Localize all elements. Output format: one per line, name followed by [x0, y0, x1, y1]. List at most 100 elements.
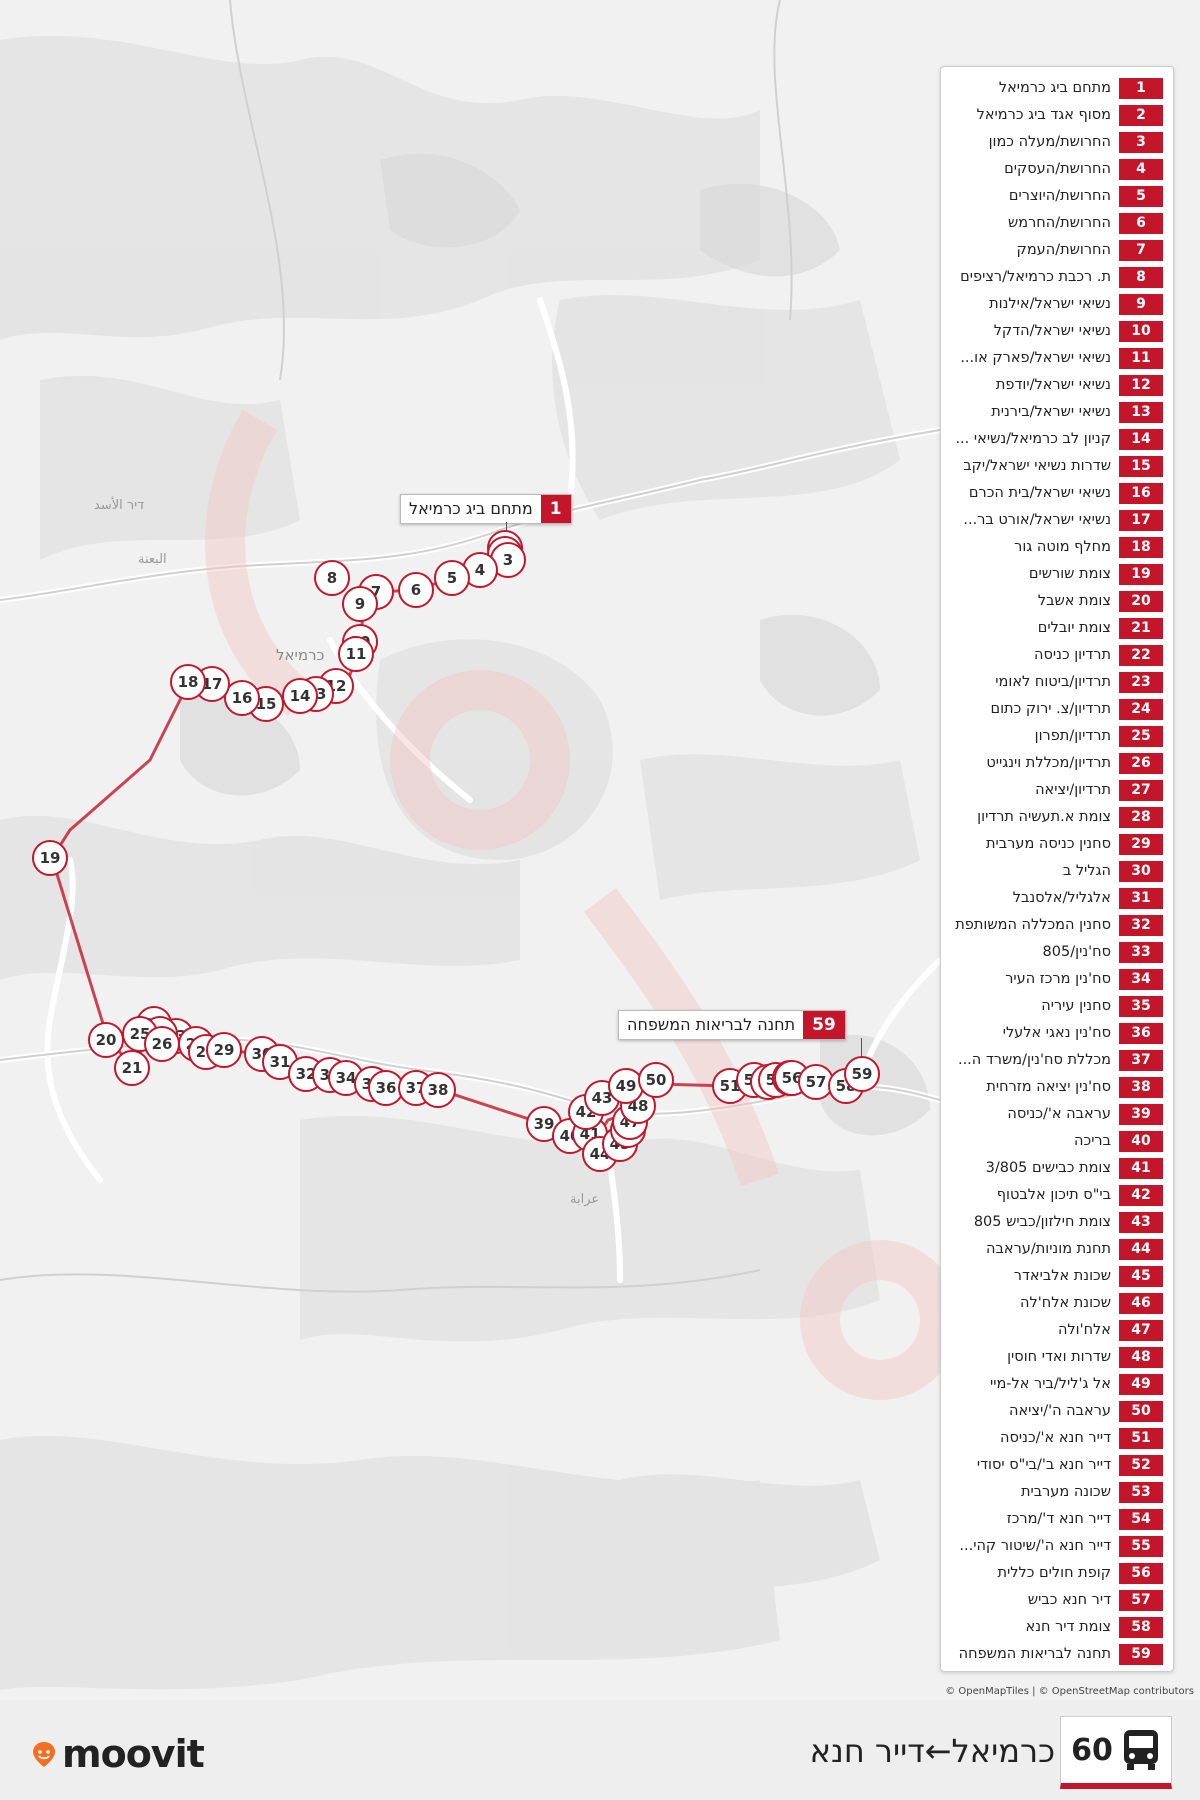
legend-row[interactable]: 9 נשיאי ישראל/אילנות	[941, 290, 1173, 317]
legend-row[interactable]: 28 צומת א.תעשיה תרדיון	[941, 803, 1173, 830]
moovit-logo[interactable]: moovit	[30, 1732, 205, 1776]
legend-row[interactable]: 46 שכונת אלח'לה	[941, 1289, 1173, 1316]
legend-row[interactable]: 48 שדרות ואדי חוסין	[941, 1343, 1173, 1370]
legend-row[interactable]: 18 מחלף מוטה גור	[941, 533, 1173, 560]
legend-row[interactable]: 45 שכונת אלביאדר	[941, 1262, 1173, 1289]
legend-row[interactable]: 37 מכללת סח'נין/משרד ה...	[941, 1046, 1173, 1073]
legend-row[interactable]: 2 מסוף אגד ביג כרמיאל	[941, 101, 1173, 128]
stop-marker[interactable]: 50	[638, 1062, 674, 1098]
stop-marker[interactable]: 6	[398, 572, 434, 608]
legend-stop-number: 34	[1119, 969, 1163, 990]
legend-row[interactable]: 59 תחנה לבריאות המשפחה	[941, 1640, 1173, 1667]
legend-row[interactable]: 25 תרדיון/תפרון	[941, 722, 1173, 749]
legend-row[interactable]: 58 צומת דיר חנא	[941, 1613, 1173, 1640]
legend-stop-number: 11	[1119, 348, 1163, 369]
legend-row[interactable]: 42 בי"ס תיכון אלבטוף	[941, 1181, 1173, 1208]
legend-row[interactable]: 5 החרושת/היוצרים	[941, 182, 1173, 209]
stop-marker[interactable]: 59	[844, 1056, 880, 1092]
legend-row[interactable]: 26 תרדיון/מכללת וינגייט	[941, 749, 1173, 776]
stop-marker[interactable]: 11	[338, 636, 374, 672]
legend-row[interactable]: 6 החרושת/החרמש	[941, 209, 1173, 236]
stop-callout-1[interactable]: 1 מתחם ביג כרמיאל	[400, 494, 572, 524]
legend-row[interactable]: 30 הגליל ב	[941, 857, 1173, 884]
legend-stop-number: 1	[1119, 78, 1163, 99]
legend-row[interactable]: 39 עראבה א'/כניסה	[941, 1100, 1173, 1127]
legend-row[interactable]: 11 נשיאי ישראל/פארק או...	[941, 344, 1173, 371]
legend-row[interactable]: 43 צומת חילזון/כביש 805	[941, 1208, 1173, 1235]
legend-row[interactable]: 1 מתחם ביג כרמיאל	[941, 74, 1173, 101]
legend-stop-name: צומת שורשים	[1028, 566, 1111, 582]
map-attribution[interactable]: © OpenMapTiles | © OpenStreetMap contrib…	[945, 1686, 1194, 1697]
stop-callout-59[interactable]: 59 תחנה לבריאות המשפחה	[618, 1010, 846, 1040]
legend-stop-name: צומת א.תעשיה תרדיון	[977, 809, 1111, 825]
callout-name: תחנה לבריאות המשפחה	[627, 1015, 796, 1034]
legend-stop-number: 21	[1119, 618, 1163, 639]
legend-stop-number: 55	[1119, 1536, 1163, 1557]
legend-row[interactable]: 22 תרדיון כניסה	[941, 641, 1173, 668]
legend-row[interactable]: 20 צומת אשבל	[941, 587, 1173, 614]
stop-marker[interactable]: 21	[114, 1050, 150, 1086]
stop-marker[interactable]: 16	[224, 680, 260, 716]
legend-row[interactable]: 10 נשיאי ישראל/הדקל	[941, 317, 1173, 344]
legend-row[interactable]: 16 נשיאי ישראל/בית הכרם	[941, 479, 1173, 506]
legend-row[interactable]: 17 נשיאי ישראל/אורט בר...	[941, 506, 1173, 533]
legend-row[interactable]: 53 שכונה מערבית	[941, 1478, 1173, 1505]
stop-marker[interactable]: 20	[88, 1022, 124, 1058]
legend-row[interactable]: 7 החרושת/העמק	[941, 236, 1173, 263]
legend-row[interactable]: 13 נשיאי ישראל/בירנית	[941, 398, 1173, 425]
legend-stop-name: צומת כבישים 3/805	[985, 1160, 1111, 1176]
legend-row[interactable]: 15 שדרות נשיאי ישראל/יקב	[941, 452, 1173, 479]
legend-stop-name: מסוף אגד ביג כרמיאל	[976, 107, 1111, 123]
legend-row[interactable]: 52 דייר חנא ב'/בי"ס יסודי	[941, 1451, 1173, 1478]
stop-marker[interactable]: 8	[314, 560, 350, 596]
legend-row[interactable]: 36 סח'נין נאגי אלעלי	[941, 1019, 1173, 1046]
stop-marker[interactable]: 38	[420, 1072, 456, 1108]
legend-stop-name: קניון לב כרמיאל/נשיאי ...	[955, 431, 1111, 447]
legend-row[interactable]: 51 דייר חנא א'/כניסה	[941, 1424, 1173, 1451]
legend-row[interactable]: 40 בריכה	[941, 1127, 1173, 1154]
legend-row[interactable]: 54 דייר חנא ד'/מרכז	[941, 1505, 1173, 1532]
legend-row[interactable]: 33 סח'נין/805	[941, 938, 1173, 965]
callout-number: 1	[540, 495, 571, 523]
legend-row[interactable]: 56 קופת חולים כללית	[941, 1559, 1173, 1586]
legend-row[interactable]: 4 החרושת/העסקים	[941, 155, 1173, 182]
legend-row[interactable]: 8 ת. רכבת כרמיאל/רציפים	[941, 263, 1173, 290]
legend-row[interactable]: 55 דייר חנא ה'/שיטור קהי...	[941, 1532, 1173, 1559]
legend-row[interactable]: 27 תרדיון/יציאה	[941, 776, 1173, 803]
legend-row[interactable]: 34 סח'נין מרכז העיר	[941, 965, 1173, 992]
legend-row[interactable]: 21 צומת יובלים	[941, 614, 1173, 641]
footer-bar	[0, 1700, 1200, 1800]
legend-row[interactable]: 57 דיר חנא כביש	[941, 1586, 1173, 1613]
legend-row[interactable]: 32 סחנין המכללה המשותפת	[941, 911, 1173, 938]
legend-row[interactable]: 35 סחנין עיריה	[941, 992, 1173, 1019]
legend-stop-name: תרדיון/צ. ירוק כתום	[990, 701, 1111, 717]
legend-row[interactable]: 31 אלגליל/אלסנבל	[941, 884, 1173, 911]
stop-marker[interactable]: 49	[608, 1068, 644, 1104]
stop-marker[interactable]: 19	[32, 840, 68, 876]
legend-row[interactable]: 19 צומת שורשים	[941, 560, 1173, 587]
legend-row[interactable]: 50 עראבה ה'/יציאה	[941, 1397, 1173, 1424]
legend-row[interactable]: 29 סחנין כניסה מערבית	[941, 830, 1173, 857]
legend-row[interactable]: 47 אלח'ולה	[941, 1316, 1173, 1343]
legend-row[interactable]: 12 נשיאי ישראל/יודפת	[941, 371, 1173, 398]
moovit-pin-icon	[33, 1742, 55, 1767]
route-badge[interactable]: 60	[1060, 1716, 1172, 1789]
legend-row[interactable]: 14 קניון לב כרמיאל/נשיאי ...	[941, 425, 1173, 452]
stop-marker[interactable]: 14	[282, 678, 318, 714]
legend-row[interactable]: 41 צומת כבישים 3/805	[941, 1154, 1173, 1181]
stop-marker[interactable]: 26	[144, 1026, 180, 1062]
stop-marker[interactable]: 5	[434, 560, 470, 596]
stop-marker[interactable]: 9	[342, 586, 378, 622]
legend-stop-number: 33	[1119, 942, 1163, 963]
stop-marker[interactable]: 3	[490, 542, 526, 578]
legend-stop-number: 23	[1119, 672, 1163, 693]
legend-row[interactable]: 3 החרושת/מעלה כמון	[941, 128, 1173, 155]
stop-marker[interactable]: 18	[170, 664, 206, 700]
legend-stop-name: שכונה מערבית	[1020, 1484, 1111, 1500]
legend-row[interactable]: 44 תחנת מוניות/עראבה	[941, 1235, 1173, 1262]
stop-marker[interactable]: 29	[206, 1032, 242, 1068]
legend-row[interactable]: 49 אל ג'ליל/ביר אל-מיי	[941, 1370, 1173, 1397]
legend-row[interactable]: 38 סח'נין יציאה מזרחית	[941, 1073, 1173, 1100]
legend-row[interactable]: 24 תרדיון/צ. ירוק כתום	[941, 695, 1173, 722]
legend-row[interactable]: 23 תרדיון/ביטוח לאומי	[941, 668, 1173, 695]
